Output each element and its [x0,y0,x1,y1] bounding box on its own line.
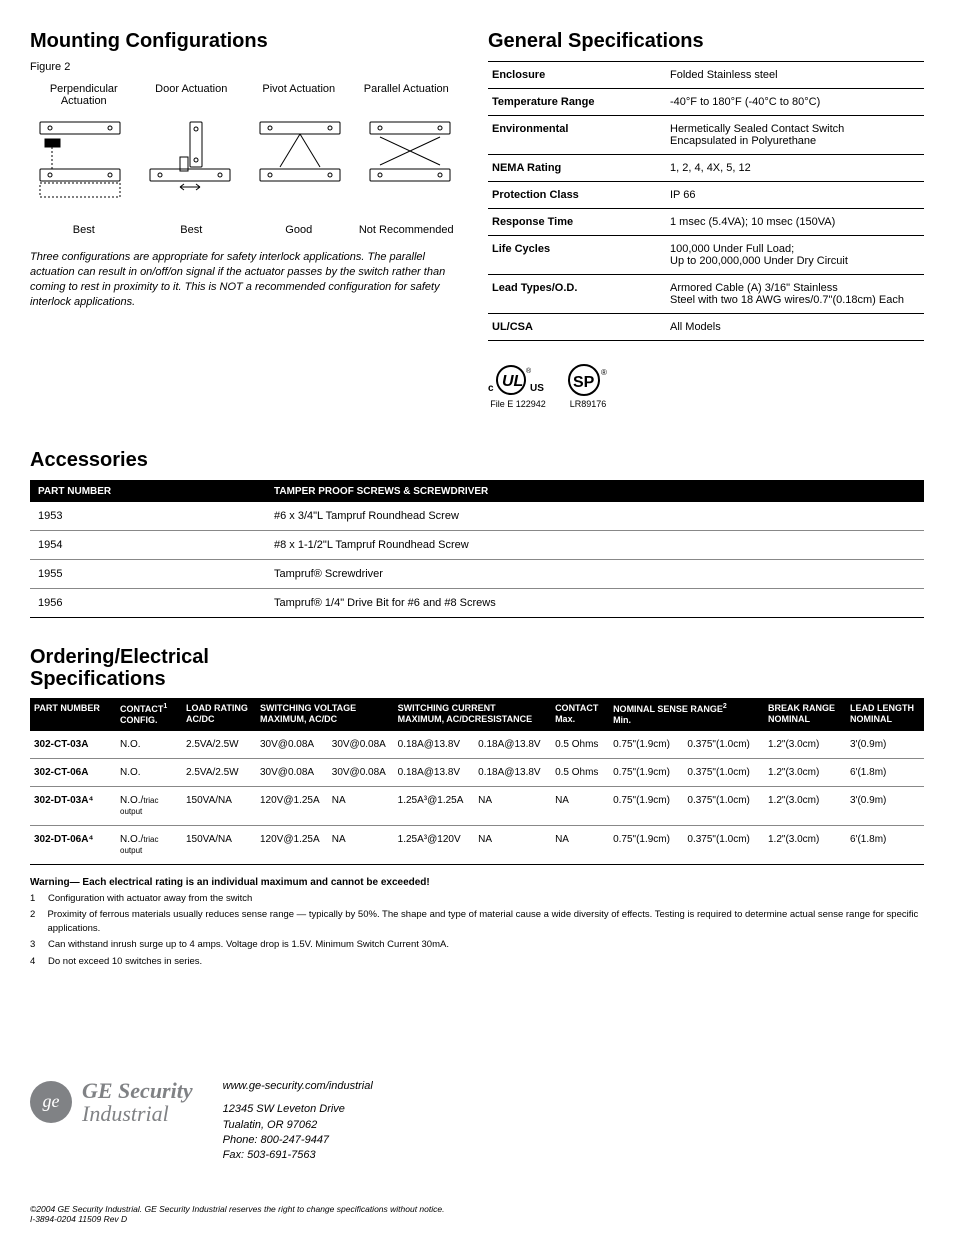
act-label-0: Perpendicular Actuation [30,83,138,107]
contact-block: www.ge-security.com/industrial 12345 SW … [223,1079,373,1164]
spec-key: Temperature Range [488,89,666,116]
spec-key: Response Time [488,209,666,236]
svg-text:®: ® [601,368,607,377]
general-specs-table: EnclosureFolded Stainless steelTemperatu… [488,61,924,341]
svg-text:c: c [488,383,494,394]
svg-text:UL: UL [502,373,523,390]
act-label-3: Parallel Actuation [353,83,461,107]
spec-val: 100,000 Under Full Load;Up to 200,000,00… [666,236,924,275]
rating-0: Best [30,224,138,236]
svg-text:US: US [530,383,544,394]
csa-cert: SP® LR89176 [566,363,610,409]
rating-3: Not Recommended [353,224,461,236]
table-row: 1956 [30,589,266,618]
warning: Warning— Each electrical rating is an in… [30,877,430,888]
spec-key: UL/CSA [488,314,666,341]
spec-val: All Models [666,314,924,341]
spec-val: Hermetically Sealed Contact SwitchEncaps… [666,116,924,155]
mounting-caption: Three configurations are appropriate for… [30,250,460,309]
footnote: Proximity of ferrous materials usually r… [47,908,924,937]
footnote: Can withstand inrush surge up to 4 amps.… [48,938,449,952]
spec-val: Armored Cable (A) 3/16" StainlessSteel w… [666,275,924,314]
mounting-svg [30,107,460,217]
svg-text:®: ® [526,367,532,375]
footnote: Do not exceed 10 switches in series. [48,955,202,969]
table-row: 302-CT-03A [30,731,116,759]
figure-label: Figure 2 [30,61,460,73]
ul-cert: cULUS® File E 122942 [488,363,548,409]
svg-text:SP: SP [573,374,595,391]
act-label-1: Door Actuation [138,83,246,107]
mounting-diagram: Perpendicular Actuation Door Actuation P… [30,83,460,236]
table-row: 302-DT-03A⁴ [30,786,116,825]
ordering-title: Ordering/ElectricalSpecifications [30,646,924,690]
spec-key: NEMA Rating [488,155,666,182]
acc-h1: TAMPER PROOF SCREWS & SCREWDRIVER [266,481,924,502]
ge-monogram-icon: ge [30,1081,72,1123]
act-label-2: Pivot Actuation [245,83,353,107]
rating-2: Good [245,224,353,236]
table-row: 302-DT-06A⁴ [30,825,116,864]
spec-val: Folded Stainless steel [666,62,924,89]
rating-1: Best [138,224,246,236]
spec-val: IP 66 [666,182,924,209]
accessories-table: PART NUMBER TAMPER PROOF SCREWS & SCREWD… [30,481,924,618]
footnote: Configuration with actuator away from th… [48,892,252,906]
general-title: General Specifications [488,30,924,53]
table-row: 1955 [30,560,266,589]
accessories-title: Accessories [30,449,924,472]
acc-h0: PART NUMBER [30,481,266,502]
logo: ge GE Security Industrial [30,1079,193,1125]
spec-val: -40°F to 180°F (-40°C to 80°C) [666,89,924,116]
spec-key: Environmental [488,116,666,155]
spec-val: 1 msec (5.4VA); 10 msec (150VA) [666,209,924,236]
ordering-table: PART NUMBER CONTACT1CONFIG. LOAD RATINGA… [30,698,924,865]
table-row: 1953 [30,502,266,531]
spec-val: 1, 2, 4, 4X, 5, 12 [666,155,924,182]
table-row: 1954 [30,531,266,560]
spec-key: Life Cycles [488,236,666,275]
legal-footer: ©2004 GE Security Industrial. GE Securit… [30,1204,924,1224]
mounting-title: Mounting Configurations [30,30,460,53]
table-row: 302-CT-06A [30,758,116,786]
spec-key: Protection Class [488,182,666,209]
spec-key: Lead Types/O.D. [488,275,666,314]
spec-key: Enclosure [488,62,666,89]
